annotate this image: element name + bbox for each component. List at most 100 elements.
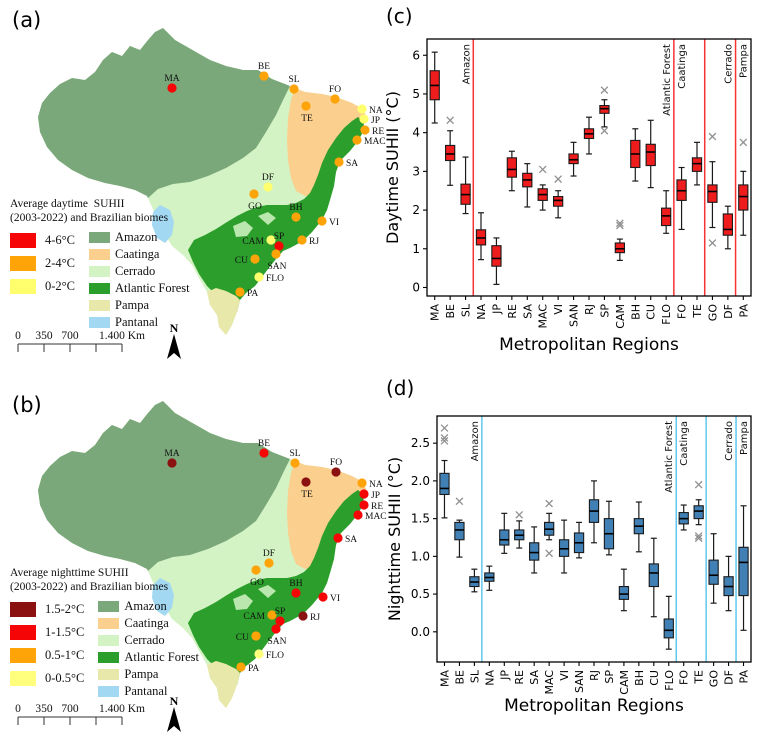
box-cam [618, 585, 630, 600]
outlier-x-marker [739, 138, 748, 147]
biome-label: Atlantic Forest [115, 281, 190, 296]
biome-item: Amazon [89, 230, 190, 245]
scale-bar-label: 0 [15, 703, 21, 715]
x-tick-label: NA [475, 304, 488, 320]
panel-daytime-boxplot: (c) Amazon Atlantic Forest Caatinga Cerrado… [383, 0, 768, 373]
x-tick-label: PA [738, 670, 751, 684]
x-tick-label: SA [521, 304, 534, 319]
city-label-vi: VI [330, 594, 340, 604]
city-label-pa: PA [248, 664, 259, 674]
biome-list: Amazon Caatinga Cerrado Atlantic Forest Pamp… [89, 230, 190, 330]
box-jp [499, 529, 510, 546]
city-marker-na [357, 104, 367, 114]
suhii-class-swatch [10, 255, 36, 271]
city-marker-go [251, 565, 261, 575]
city-marker-flo [254, 649, 264, 659]
city-label-cu: CU [235, 256, 248, 266]
x-tick-label: RE [513, 670, 526, 685]
x-axis-label: Metropolitan Regions [499, 335, 679, 355]
biome-swatch [98, 635, 120, 647]
x-tick-label: SL [468, 669, 481, 683]
city-marker-san [271, 249, 281, 259]
biome-group-label: Amazon [461, 44, 472, 84]
biome-atlantic-forest-region [188, 490, 364, 685]
biome-cerrado-patch [233, 221, 253, 237]
x-tick-label: SAN [568, 304, 581, 327]
x-tick-label: CAM [618, 670, 631, 695]
scale-bar: 0 350 700 1.400 Km [15, 703, 145, 725]
box-re [506, 157, 518, 178]
city-label-te: TE [301, 490, 313, 500]
city-label-sp: SP [274, 232, 285, 242]
city-label-ma: MA [164, 449, 179, 459]
x-tick-label: TE [693, 670, 706, 685]
city-marker-te [301, 101, 311, 111]
suhii-class-item: 1-1.5°C [10, 623, 84, 642]
city-marker-cam [266, 235, 276, 245]
x-tick-label: MAC [537, 304, 550, 329]
x-tick-label: BH [633, 670, 646, 686]
y-tick-label: 3 [412, 164, 420, 178]
panel-daytime-map: (a) MA BE SL FO TE NA JP RE MAC SA DF GO BH VI CAM SP RJ… [0, 0, 386, 373]
scale-bar-label: 350 [35, 703, 53, 715]
box-vi [552, 195, 564, 207]
city-marker-sa [333, 533, 343, 543]
city-label-cam: CAM [242, 237, 264, 247]
biome-atlantic-forest-region [188, 117, 364, 312]
panel-letter-a: (a) [12, 8, 42, 32]
city-label-jp: JP [371, 116, 380, 126]
x-tick-label: MA [438, 670, 451, 687]
x-tick-label: MA [429, 304, 442, 321]
suhii-class-swatch [10, 624, 36, 640]
city-marker-vi [317, 216, 327, 226]
box-go [707, 184, 718, 203]
city-marker-re [360, 125, 370, 135]
north-arrow: N [166, 322, 182, 365]
city-marker-na [357, 478, 367, 488]
city-label-san: SAN [267, 637, 286, 647]
biome-pantanal-region [152, 578, 174, 616]
x-tick-label: RE [506, 304, 519, 319]
panel-nighttime-map: (b) MA BE SL FO TE NA JP RE MAC SA DF GO BH VI CAM SP RJ… [0, 373, 387, 746]
x-tick-label: DF [723, 670, 736, 685]
city-marker-be [259, 448, 269, 458]
city-marker-jp [359, 489, 369, 499]
city-marker-cu [250, 254, 260, 264]
box-go [708, 559, 719, 585]
city-marker-df [263, 182, 273, 192]
city-label-go: GO [250, 578, 264, 588]
city-marker-go [249, 189, 259, 199]
outlier-x-marker [694, 480, 703, 489]
biome-item: Cerrado [89, 264, 190, 279]
biome-caatinga-region [287, 88, 366, 196]
city-label-flo: FLO [266, 274, 284, 284]
city-marker-sp [274, 241, 284, 251]
city-label-fo: FO [330, 458, 342, 468]
y-tick-label: 0 [412, 280, 420, 294]
city-label-san: SAN [267, 262, 286, 272]
x-tick-label: VI [558, 670, 571, 681]
city-marker-sp [275, 616, 285, 626]
city-label-re: RE [371, 502, 383, 512]
city-label-rj: RJ [310, 613, 320, 623]
north-arrow: N [166, 695, 182, 738]
biome-item: Atlantic Forest [98, 650, 199, 665]
outlier-x-marker [440, 434, 449, 442]
city-label-be: BE [258, 439, 270, 449]
x-tick-label: DF [722, 304, 735, 319]
y-tick-label: 2 [412, 203, 420, 217]
x-tick-label: CU [645, 304, 658, 320]
city-marker-mac [352, 135, 362, 145]
x-tick-label: RJ [583, 304, 596, 315]
scale-bar-label: 700 [61, 330, 79, 342]
box-df [722, 213, 734, 236]
suhii-class-label: 1.5-2°C [45, 601, 85, 616]
y-tick-label: 0.5 [411, 587, 430, 601]
biome-group-label: Caatinga [679, 421, 690, 466]
biome-item: Caatinga [98, 616, 199, 631]
city-label-sa: SA [345, 535, 357, 545]
x-tick-label: GO [706, 304, 719, 322]
city-label-df: DF [262, 173, 274, 183]
x-tick-label: SA [528, 670, 541, 685]
